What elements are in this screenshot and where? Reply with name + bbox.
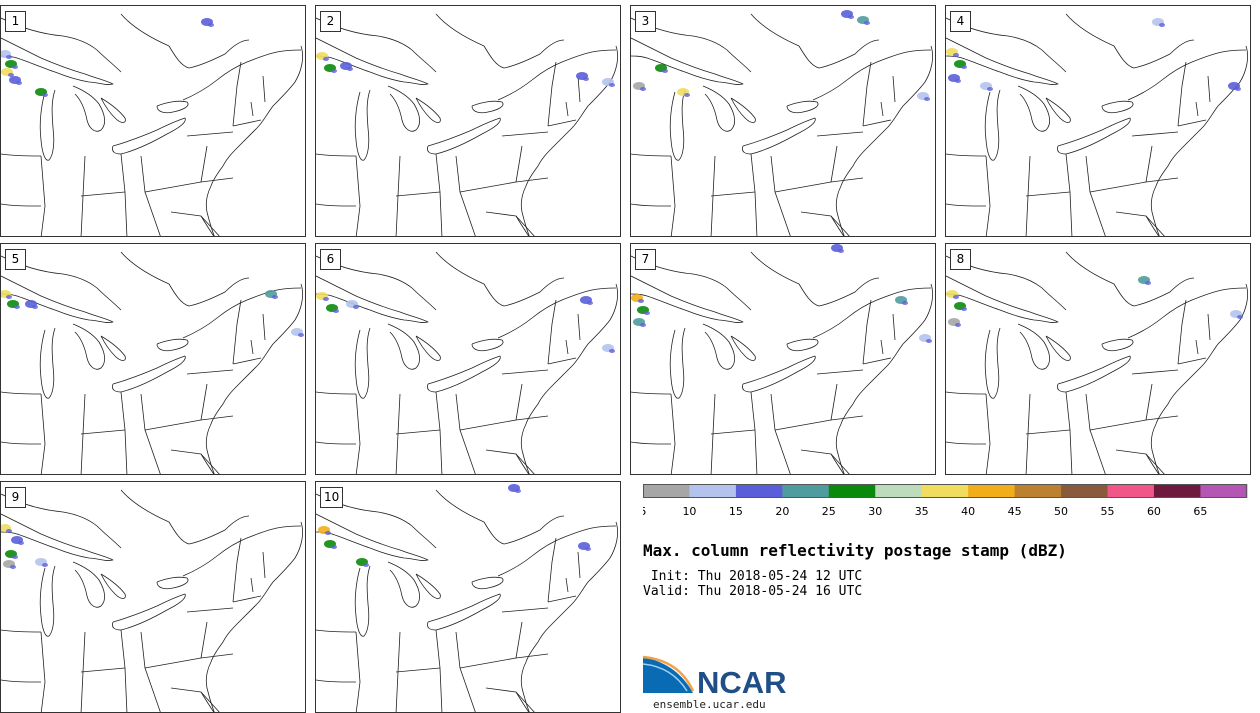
- logo-text: NCAR: [697, 665, 787, 697]
- colorbar-swatch: [689, 484, 737, 498]
- stamp-panel-2: 2: [315, 5, 621, 237]
- colorbar-swatch: [1153, 484, 1201, 498]
- stamp-panel-3: 3: [630, 5, 936, 237]
- stamp-panel-4: 4: [945, 5, 1251, 237]
- map: [631, 244, 933, 474]
- colorbar-tick-label: 10: [682, 505, 696, 518]
- colorbar-tick-label: 5: [643, 505, 647, 518]
- map: [316, 484, 618, 712]
- stamp-panel-5: 5: [0, 243, 306, 475]
- colorbar-tick-label: 65: [1193, 505, 1207, 518]
- member-label: 3: [635, 11, 656, 32]
- colorbar-swatch: [735, 484, 783, 498]
- member-label: 6: [320, 249, 341, 270]
- member-label: 10: [320, 487, 344, 508]
- logo-arc-icon: [643, 655, 695, 692]
- colorbar-swatch: [1061, 484, 1108, 498]
- figure-title: Max. column reflectivity postage stamp (…: [643, 541, 1067, 560]
- map: [946, 13, 1248, 236]
- init-time: Init: Thu 2018-05-24 12 UTC: [643, 569, 863, 584]
- stamp-panel-8: 8: [945, 243, 1251, 475]
- member-label: 1: [5, 11, 26, 32]
- stamp-panel-6: 6: [315, 243, 621, 475]
- member-label: 2: [320, 11, 341, 32]
- colorbar-tick-label: 50: [1054, 505, 1068, 518]
- stamp-panel-1: 1: [0, 5, 306, 237]
- colorbar-tick-label: 40: [961, 505, 975, 518]
- map: [946, 251, 1248, 474]
- colorbar-tick-label: 15: [729, 505, 743, 518]
- logo-url: ensemble.ucar.edu: [653, 698, 766, 711]
- map: [631, 10, 933, 236]
- map: [316, 251, 618, 474]
- colorbar-swatch: [921, 484, 969, 498]
- colorbar-tick-label: 35: [915, 505, 929, 518]
- member-label: 7: [635, 249, 656, 270]
- colorbar-tick-label: 45: [1008, 505, 1022, 518]
- map: [316, 13, 618, 236]
- colorbar-swatch: [828, 484, 876, 498]
- member-label: 5: [5, 249, 26, 270]
- colorbar-swatch: [875, 484, 923, 498]
- colorbar-tick-label: 30: [868, 505, 882, 518]
- colorbar-swatch: [643, 484, 690, 498]
- colorbar-tick-label: 60: [1147, 505, 1161, 518]
- map: [1, 251, 304, 474]
- colorbar-swatch: [1200, 484, 1248, 498]
- colorbar-tick-label: 20: [775, 505, 789, 518]
- member-label: 4: [950, 11, 971, 32]
- map: [1, 489, 303, 712]
- stamp-panel-10: 10: [315, 481, 621, 713]
- stamp-panel-7: 7: [630, 243, 936, 475]
- member-label: 8: [950, 249, 971, 270]
- ncar-logo: NCAR: [643, 655, 787, 697]
- colorbar: 5 10 15 20 25 30 35 40 45 50 55 60 65: [643, 484, 1248, 518]
- valid-time: Valid: Thu 2018-05-24 16 UTC: [643, 584, 863, 599]
- colorbar-swatch: [1107, 484, 1155, 498]
- colorbar-swatch: [782, 484, 830, 498]
- colorbar-swatch: [1014, 484, 1062, 498]
- map: [1, 13, 303, 236]
- member-label: 9: [5, 487, 26, 508]
- stamp-panel-9: 9: [0, 481, 306, 713]
- colorbar-tick-label: 25: [822, 505, 836, 518]
- colorbar-swatch: [968, 484, 1016, 498]
- colorbar-tick-label: 55: [1101, 505, 1115, 518]
